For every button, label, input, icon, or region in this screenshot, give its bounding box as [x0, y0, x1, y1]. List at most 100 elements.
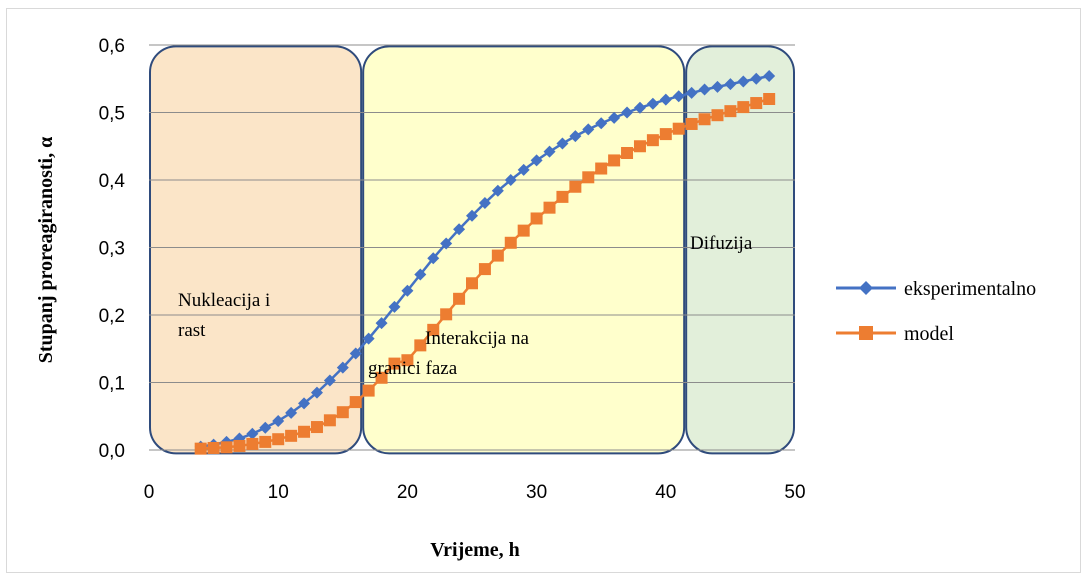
x-tick-label: 50 — [784, 482, 805, 503]
data-point-eksperimentalno — [388, 300, 401, 313]
data-point-eksperimentalno — [556, 137, 569, 150]
data-point-eksperimentalno — [698, 83, 711, 96]
data-point-model — [272, 433, 285, 446]
data-point-model — [233, 439, 246, 452]
data-point-model — [711, 109, 724, 122]
y-tick-label: 0,1 — [99, 374, 125, 395]
data-point-eksperimentalno — [453, 223, 466, 236]
data-point-eksperimentalno — [440, 237, 453, 250]
data-point-model — [543, 201, 556, 214]
data-point-eksperimentalno — [375, 317, 388, 330]
y-tick-label: 0,0 — [99, 441, 125, 462]
y-tick-labels: 0,0 0,1 0,2 0,3 0,4 0,5 0,6 — [99, 36, 126, 462]
data-point-model — [556, 190, 569, 203]
x-tick-label: 30 — [526, 482, 547, 503]
data-point-model — [388, 357, 401, 370]
data-point-eksperimentalno — [298, 397, 311, 410]
data-point-eksperimentalno — [543, 145, 556, 158]
regions-layer — [149, 45, 795, 455]
x-tick-label: 40 — [655, 482, 676, 503]
x-tick-labels: 0 10 20 30 40 50 — [144, 482, 806, 503]
data-point-model — [310, 421, 323, 434]
region-label-2-line-1: Interakcija na — [425, 328, 529, 349]
data-point-eksperimentalno — [336, 361, 349, 374]
data-point-model — [504, 236, 517, 249]
data-point-model — [491, 249, 504, 262]
data-point-model — [323, 414, 336, 427]
data-point-eksperimentalno — [349, 347, 362, 360]
data-point-eksperimentalno — [323, 374, 336, 387]
data-point-model — [672, 122, 685, 135]
data-point-model — [582, 171, 595, 184]
legend: eksperimentalno model — [836, 278, 1036, 345]
data-point-eksperimentalno — [530, 154, 543, 167]
data-point-eksperimentalno — [478, 196, 491, 209]
data-point-eksperimentalno — [491, 184, 504, 197]
data-point-eksperimentalno — [569, 130, 582, 143]
data-point-model — [194, 442, 207, 455]
legend-marker-eksperimentalno — [859, 281, 873, 295]
data-point-model — [466, 277, 478, 290]
x-tick-label: 20 — [397, 482, 418, 503]
data-point-eksperimentalno — [737, 75, 750, 88]
data-point-eksperimentalno — [414, 268, 427, 281]
data-point-model — [362, 384, 375, 397]
data-point-eksperimentalno — [595, 117, 608, 130]
data-point-model — [646, 134, 659, 147]
data-point-eksperimentalno — [362, 332, 375, 345]
region-box-3 — [685, 45, 795, 455]
data-point-model — [336, 406, 349, 419]
data-point-model — [517, 224, 530, 237]
data-point-eksperimentalno — [646, 97, 659, 110]
y-tick-label: 0,6 — [99, 36, 125, 57]
data-point-eksperimentalno — [582, 123, 595, 136]
data-point-model — [724, 105, 737, 118]
region-box-1 — [149, 45, 363, 455]
data-point-model — [298, 425, 311, 438]
series-layer — [194, 70, 776, 455]
data-point-eksperimentalno — [272, 414, 285, 427]
data-point-model — [685, 117, 698, 130]
data-point-eksperimentalno — [285, 406, 298, 419]
data-point-model — [246, 437, 259, 450]
y-axis-title: Stupanj proreagiranosti, α — [35, 137, 57, 364]
x-tick-label: 0 — [144, 482, 155, 503]
data-point-model — [530, 212, 543, 225]
data-point-eksperimentalno — [310, 386, 323, 399]
region-box-2 — [362, 45, 686, 455]
data-point-model — [698, 113, 711, 126]
data-point-eksperimentalno — [711, 80, 724, 93]
data-point-model — [608, 154, 621, 167]
data-point-model — [633, 140, 646, 153]
data-point-model — [220, 441, 233, 454]
region-label-3-line-1: Difuzija — [690, 233, 753, 254]
data-point-eksperimentalno — [763, 70, 776, 83]
region-label-2-line-2: granici faza — [368, 358, 458, 379]
data-point-eksperimentalno — [466, 209, 478, 222]
data-point-model — [737, 101, 750, 114]
data-point-eksperimentalno — [672, 90, 685, 103]
data-point-model — [750, 97, 763, 110]
data-point-model — [375, 371, 388, 384]
data-point-eksperimentalno — [633, 101, 646, 114]
data-point-model — [207, 441, 220, 454]
y-tick-label: 0,3 — [99, 239, 125, 260]
data-point-eksperimentalno — [685, 86, 698, 99]
data-point-eksperimentalno — [517, 163, 530, 176]
data-point-eksperimentalno — [659, 93, 672, 106]
data-point-model — [427, 323, 440, 336]
data-point-model — [440, 308, 453, 321]
data-point-model — [285, 429, 298, 442]
legend-label-model: model — [904, 323, 954, 345]
data-point-model — [763, 93, 776, 105]
data-point-eksperimentalno — [750, 72, 763, 85]
data-point-eksperimentalno — [621, 106, 634, 119]
data-point-eksperimentalno — [259, 421, 272, 434]
data-point-eksperimentalno — [724, 78, 737, 91]
grid-layer — [149, 44, 795, 451]
region-label-1-line-1: Nukleacija i — [178, 290, 270, 311]
y-tick-label: 0,2 — [99, 306, 125, 327]
legend-label-eksperimentalno: eksperimentalno — [904, 278, 1036, 300]
data-point-model — [478, 263, 491, 276]
